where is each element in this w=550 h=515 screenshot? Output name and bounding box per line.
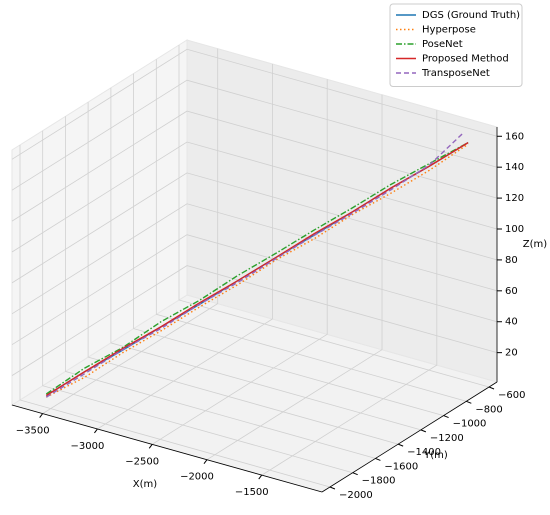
y-grid-line	[133, 73, 444, 416]
y-tick-label: −800	[475, 404, 502, 415]
y-grid-line	[19, 145, 331, 488]
x-tick-label: −2500	[125, 456, 159, 467]
y-tick	[329, 486, 336, 490]
z-tick-label: 60	[505, 286, 518, 297]
y-tick	[443, 415, 449, 419]
series-line	[45, 142, 469, 397]
x-tick	[258, 474, 263, 480]
grid	[11, 45, 498, 488]
z-tick-label: 100	[505, 224, 524, 235]
series-line	[45, 132, 465, 398]
x-grid-line	[206, 94, 383, 461]
x-tick-label: −3500	[16, 426, 50, 437]
y-grid-line	[87, 102, 399, 445]
z-grid-line	[11, 203, 498, 315]
legend-label: Hyperpose	[422, 25, 476, 36]
legend: DGS (Ground Truth) Hyperpose PoseNet Propos…	[389, 3, 523, 87]
y-tick-label: −1000	[453, 419, 487, 430]
y-grid-line	[178, 45, 490, 388]
y-axis-label: Y(m)	[423, 450, 448, 461]
y-tick-label: −1800	[362, 476, 396, 487]
legend-box	[389, 3, 523, 87]
y-tick	[420, 429, 427, 433]
legend-label: DGS (Ground Truth)	[422, 10, 520, 21]
y-tick	[488, 386, 495, 390]
x-tick	[94, 428, 98, 434]
legend-label: PoseNet	[422, 39, 463, 50]
x-axis-line	[11, 404, 323, 493]
y-tick-label: −2000	[339, 490, 373, 501]
z-grid-line	[11, 265, 498, 376]
x-tick	[148, 444, 153, 449]
z-grid-line	[11, 141, 498, 253]
y-grid-line	[155, 59, 467, 402]
y-tick	[397, 443, 404, 447]
z-tick-label: 40	[505, 317, 518, 328]
series-line	[45, 141, 469, 395]
y-tick-label: −1600	[384, 461, 418, 472]
z-grid-line	[11, 79, 498, 191]
series-line	[45, 143, 469, 398]
z-axis-label: Z(m)	[523, 239, 547, 250]
z-grid-line	[11, 172, 498, 284]
z-tick-label: 160	[505, 131, 524, 142]
y-tick	[375, 457, 381, 461]
z-grid-line	[11, 48, 498, 160]
lines	[45, 132, 469, 398]
y-tick	[466, 400, 472, 404]
x-grid-line	[151, 79, 328, 445]
x-tick	[39, 413, 44, 418]
axes: −3500 −3000 −2500 −2000 −1500 −2000 −1800 −1600…	[11, 127, 547, 501]
x-tick	[203, 459, 208, 465]
z-tick-label: 140	[505, 162, 524, 173]
x-grid-line	[261, 110, 438, 476]
z-grid-line	[11, 110, 498, 222]
y-grid-line	[110, 87, 422, 431]
legend-label: Proposed Method	[422, 54, 509, 65]
x-axis-label: X(m)	[133, 479, 157, 490]
x-tick-label: −3000	[71, 441, 105, 452]
y-tick-label: −600	[498, 390, 525, 401]
x-tick-label: −2000	[180, 472, 214, 483]
x-grid-line	[97, 64, 273, 430]
y-tick-label: −1200	[430, 433, 464, 444]
x-grid-line	[42, 48, 219, 414]
z-tick-label: 20	[505, 348, 518, 359]
z-grid-line	[11, 234, 498, 346]
y-grid-line	[42, 130, 353, 474]
y-grid-line	[65, 116, 376, 459]
z-tick-label: 120	[505, 193, 524, 204]
x-tick-label: −1500	[235, 487, 269, 498]
legend-label: TransposeNet	[421, 68, 490, 79]
z-tick-label: 80	[505, 255, 518, 266]
y-tick	[352, 472, 358, 476]
y-axis-line	[321, 381, 498, 493]
y-tick-label: −1400	[407, 447, 441, 458]
